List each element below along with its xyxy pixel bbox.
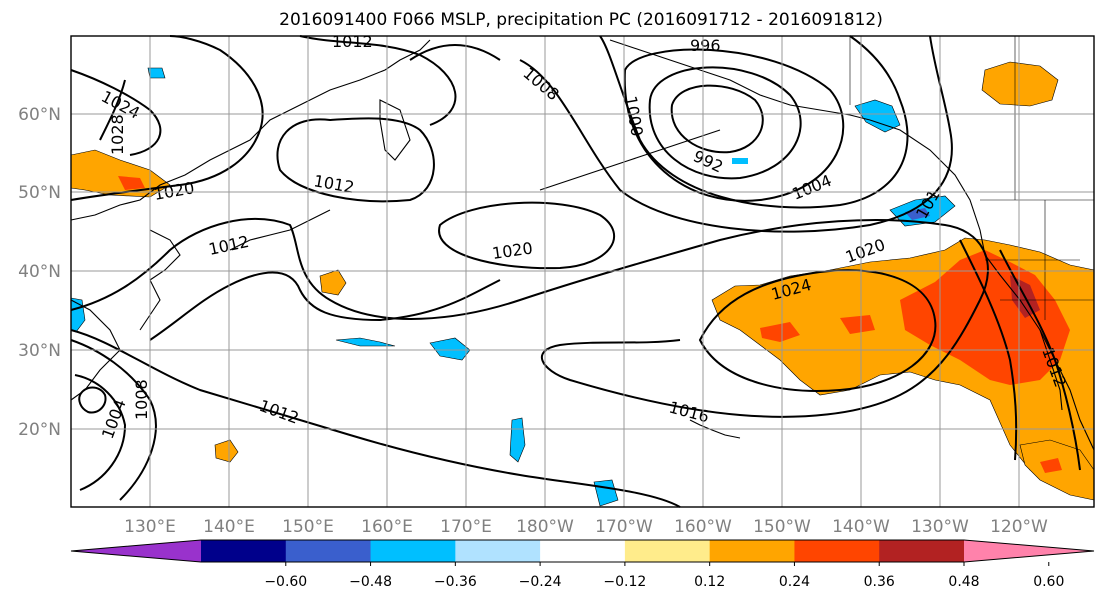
isobar-1008 [519, 35, 953, 233]
gridlines [71, 36, 1094, 507]
map-plot-area: 1012 996 1024 1008 1028 1000 1012 992 10… [70, 32, 1095, 508]
isobar-1016-main [70, 218, 989, 418]
coastline-asia [70, 39, 431, 221]
isobar-1016-asia [149, 271, 501, 341]
coastline-hawaii [689, 419, 741, 439]
isobar-1012-south [70, 329, 681, 508]
precip-positive-alaska [981, 61, 1059, 107]
longitude-label: 130°E [124, 517, 176, 537]
coastlines [70, 39, 1095, 451]
colorbar-segment [709, 540, 795, 562]
precip-negative-10 [732, 158, 748, 164]
longitude-label: 160°W [674, 517, 732, 537]
longitude-label: 130°W [911, 517, 969, 537]
isobars [70, 35, 1081, 508]
coastline-korea-japan [139, 229, 181, 331]
map-title: 2016091400 F066 MSLP, precipitation PC (… [279, 10, 883, 30]
latitude-label: 60°N [18, 105, 61, 125]
isobar-1004 [599, 35, 909, 209]
isobar-1012-east [999, 249, 1081, 471]
colorbar-segment [879, 540, 965, 562]
latitude-label: 20°N [18, 420, 61, 440]
colorbar-tick-label: −0.24 [519, 574, 562, 590]
coastline-north-america [869, 119, 1095, 451]
colorbar-segment [370, 540, 456, 562]
isobar-1024-east [698, 269, 937, 392]
plot-frame [70, 35, 1095, 508]
colorbar-extend-high [964, 540, 1094, 562]
precip-negative-9 [147, 67, 166, 79]
longitude-label: 170°W [595, 517, 653, 537]
colorbar-extend-low [71, 540, 201, 562]
longitude-label: 140°E [203, 517, 255, 537]
isobar-1012-asia [276, 117, 435, 203]
colorbar-segment [624, 540, 711, 562]
colorbar-tick-label: −0.48 [349, 574, 392, 590]
colorbar-segment [540, 540, 626, 562]
isobar-low-3 [623, 48, 845, 202]
isobar-low-2 [648, 66, 802, 180]
isobar-label: 1008 [132, 379, 151, 420]
longitude-labels: 130°E 140°E 150°E 160°E 170°E 180°W 170°W 160°W… [124, 517, 1048, 537]
coastline-baja [1039, 329, 1063, 411]
isobar-1028-west [99, 79, 126, 141]
colorbar-segment [201, 540, 287, 562]
longitude-label: 140°W [832, 517, 890, 537]
coastline-japan [229, 209, 331, 251]
isobar-label: 996 [690, 36, 721, 55]
isobar-label: 1028 [108, 114, 127, 155]
colorbar-segment [285, 540, 372, 562]
precip-negative-1 [854, 99, 901, 133]
colorbar-tick-label: −0.12 [603, 574, 646, 590]
borders [849, 36, 1094, 320]
coastline-kamchatka [379, 99, 411, 161]
latitude-labels: 60°N 50°N 40°N 30°N 20°N [18, 105, 61, 440]
longitude-label: 160°E [361, 517, 413, 537]
colorbar-tick-label: 0.12 [694, 574, 725, 590]
longitude-label: 170°E [440, 517, 492, 537]
isobar-1012-north [299, 35, 501, 126]
isobar-1020-west [70, 35, 264, 201]
longitude-label: 120°W [990, 517, 1048, 537]
latitude-label: 30°N [18, 341, 61, 361]
isobar-label: 1012 [332, 32, 373, 51]
precip-positive-west [70, 149, 171, 198]
colorbar-tick-label: 0.36 [864, 574, 895, 590]
latitude-label: 50°N [18, 183, 61, 203]
longitude-label: 150°E [282, 517, 334, 537]
precip-strong-south [1040, 458, 1062, 473]
precipitation-shading [70, 61, 1095, 507]
precip-strong-west [118, 176, 145, 190]
isobar-low-inner [670, 84, 764, 154]
longitude-label: 150°W [753, 517, 811, 537]
colorbar-tick-label: 0.24 [779, 574, 810, 590]
precip-small-orange-2 [214, 439, 239, 463]
colorbar-tick-label: 0.48 [948, 574, 979, 590]
coastline-alaska [609, 39, 871, 121]
colorbar-segment [794, 540, 880, 562]
precip-strong-patch-2 [840, 315, 875, 334]
colorbar-tick-label: −0.60 [264, 574, 307, 590]
isobar-1020-mid [438, 201, 616, 270]
colorbar-segment [455, 540, 541, 562]
latitude-label: 40°N [18, 262, 61, 282]
isobar-ring-1 [78, 386, 107, 414]
precip-strong-patch [760, 322, 800, 342]
colorbar-tick-label: −0.36 [434, 574, 477, 590]
longitude-label: 180°W [516, 517, 574, 537]
colorbar-outline [70, 539, 1095, 563]
isobar-1004-sw [74, 374, 127, 491]
colorbar-tick-label: 0.60 [1033, 574, 1064, 590]
colorbar [70, 539, 1095, 563]
colorbar-tick-labels: −0.60 −0.48 −0.36 −0.24 −0.12 0.12 0.24 0.36 0.4… [264, 562, 1064, 590]
coastline-aleutians [539, 129, 721, 191]
isobar-1008-east [959, 239, 1018, 461]
